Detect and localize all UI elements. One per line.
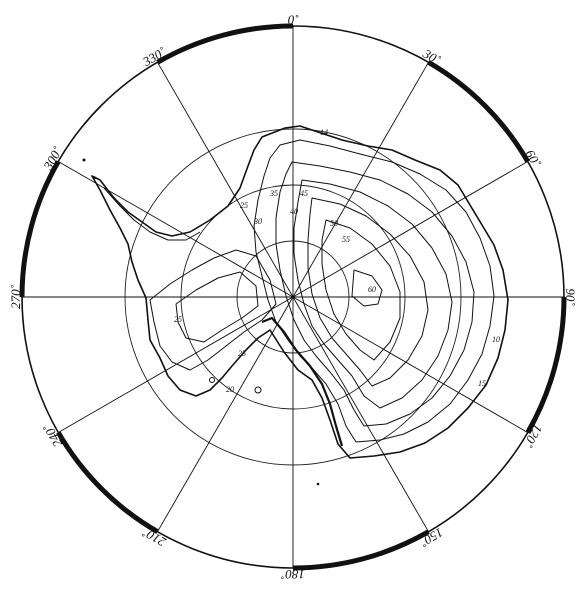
meridian-line-330	[158, 62, 294, 297]
island-ring	[210, 378, 215, 383]
contour-label: 40	[290, 207, 298, 216]
contour-60	[352, 270, 382, 306]
longitude-label-90: 90˚	[563, 288, 578, 306]
frame-bar-330	[158, 26, 294, 62]
longitude-label-330: 330˚	[139, 44, 169, 70]
meridian-line-120	[293, 297, 528, 433]
longitude-label-300: 300˚	[40, 144, 66, 174]
island-dot	[317, 483, 320, 486]
meridian-line-30	[293, 62, 429, 297]
contour-label: 25	[240, 201, 248, 210]
longitude-label-0: 0˚	[288, 12, 300, 27]
frame-bar-210	[58, 433, 157, 532]
contour-label: 60	[368, 285, 376, 294]
longitude-label-60: 60˚	[522, 147, 544, 170]
west-contour-b	[176, 272, 258, 342]
meridian-lines	[22, 26, 564, 568]
contour-label: 25	[238, 349, 246, 358]
island-dot	[94, 177, 96, 179]
contour-label: 50	[330, 219, 338, 228]
frame-bar-270	[22, 162, 58, 298]
contour-label: 55	[342, 235, 350, 244]
contour-label: 14	[320, 128, 328, 137]
island-ring	[255, 387, 261, 393]
contour-label: 15	[478, 379, 486, 388]
frame-bar-90	[528, 297, 564, 433]
longitude-label-150: 150˚	[417, 525, 446, 550]
contour-label: 25	[174, 315, 182, 324]
longitude-label-30: 30˚	[420, 45, 444, 67]
longitude-label-270: 270˚	[8, 284, 23, 309]
west-contour-a	[150, 250, 276, 370]
meridian-line-60	[293, 162, 528, 298]
contour-25	[276, 162, 474, 426]
contour-label: 10	[492, 335, 500, 344]
longitude-label-120: 120˚	[521, 422, 546, 451]
contour-label: 35	[269, 189, 278, 198]
contour-label: 45	[300, 189, 308, 198]
meridian-line-210	[158, 297, 294, 532]
coastal-islands	[83, 159, 320, 486]
contour-55	[322, 220, 400, 360]
meridian-line-300	[58, 162, 293, 298]
contour-label: 20	[226, 385, 234, 394]
frame-bar-150	[293, 532, 429, 568]
frame-bar-30	[429, 62, 528, 161]
longitude-label-180: 180˚	[280, 567, 305, 582]
contour-label: 30	[253, 217, 262, 226]
island-dot	[83, 159, 86, 162]
coastline-and-contours	[92, 126, 508, 458]
